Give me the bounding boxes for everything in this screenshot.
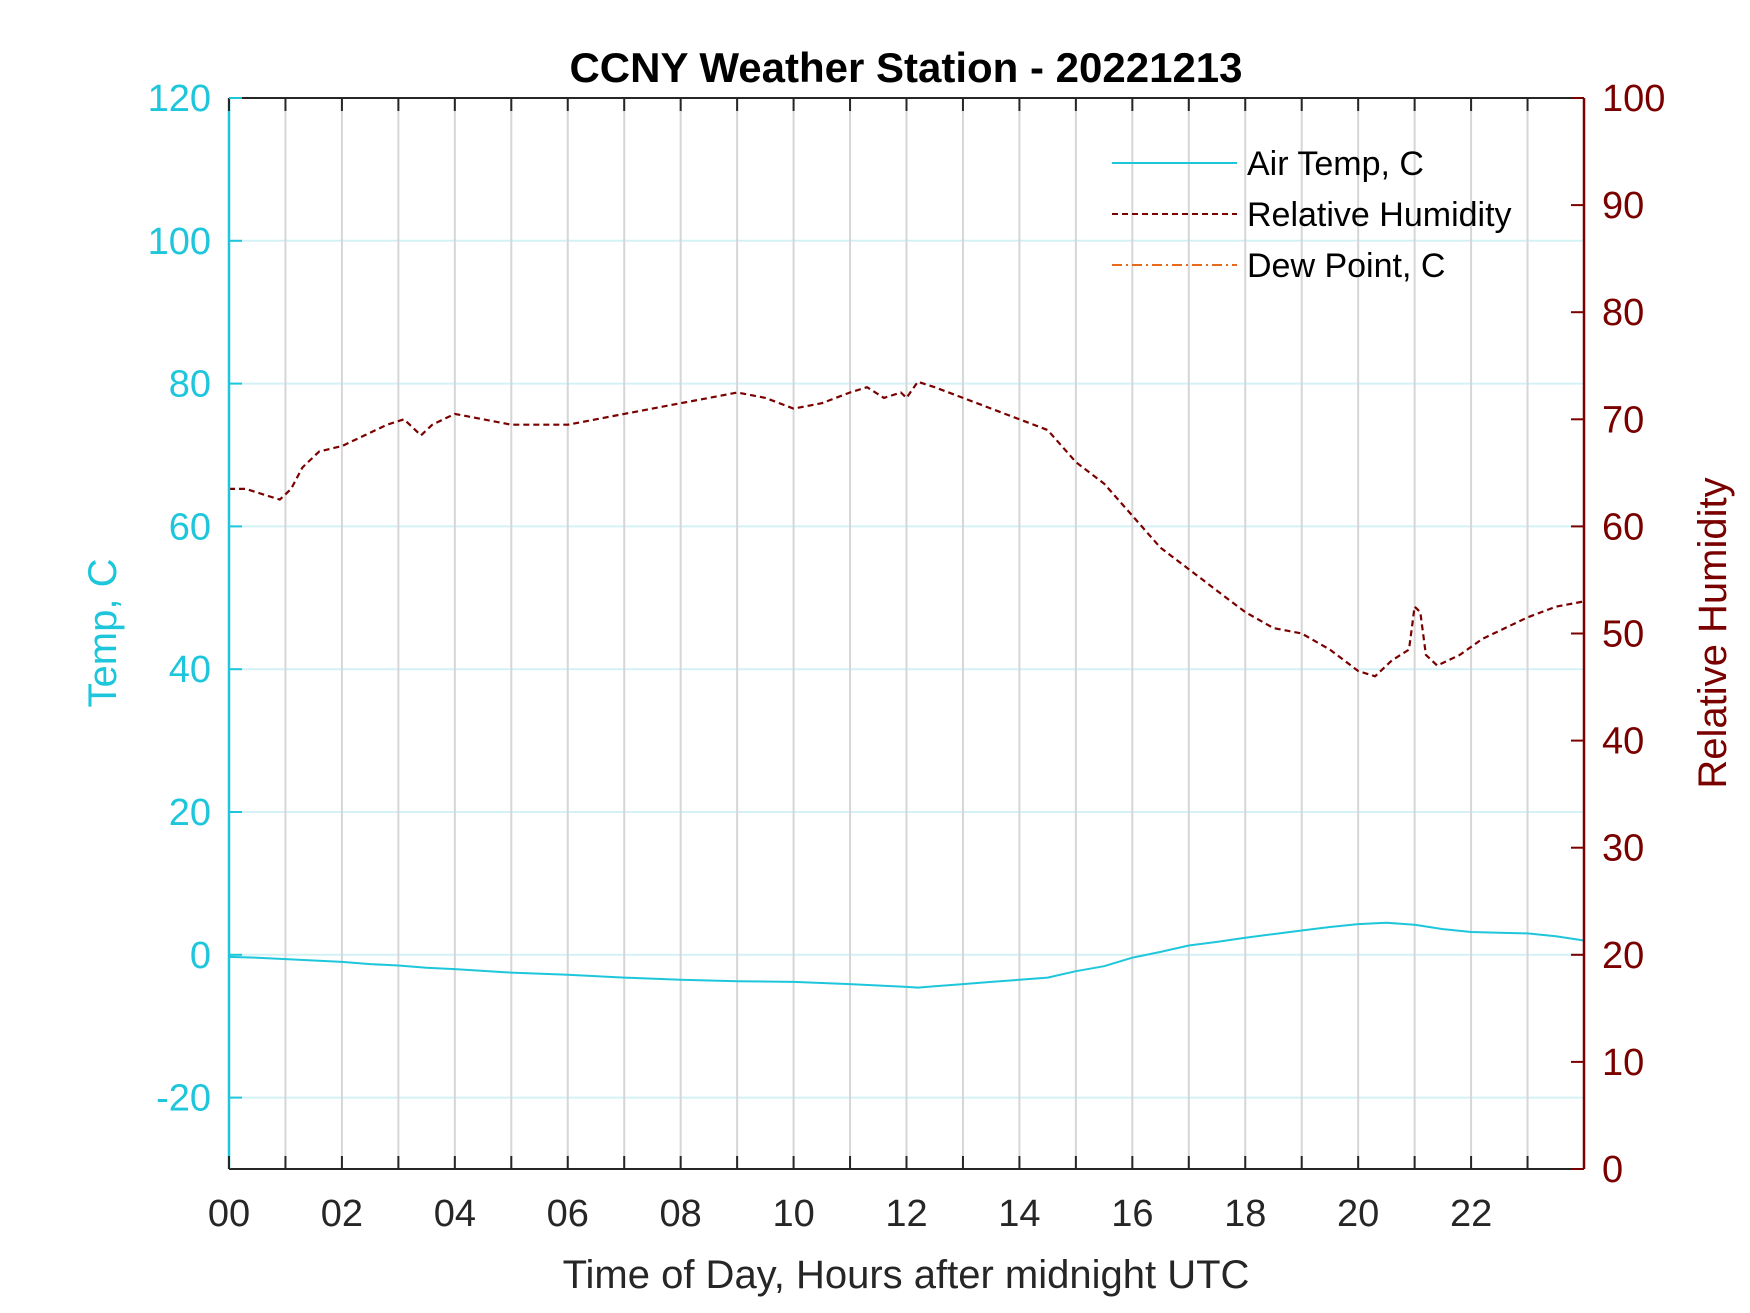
x-tick-label: 16 [1111, 1193, 1153, 1235]
x-tick-label: 06 [547, 1193, 589, 1235]
data-series [228, 380, 1585, 989]
y-right-tick-label: 60 [1602, 506, 1644, 548]
y-left-tick-label: 100 [148, 221, 211, 263]
y-left-tick-label: 40 [169, 649, 211, 691]
y-right-tick-label: 30 [1602, 828, 1644, 870]
y-right-axis-label: Relative Humidity [1691, 477, 1735, 788]
y-left-tick-label: -20 [156, 1078, 211, 1120]
x-tick-label: 08 [660, 1193, 702, 1235]
axes: 00 02 04 06 08 10 12 14 16 18 20 22-200204060801001… [148, 78, 1666, 1235]
x-tick-label: 20 [1337, 1193, 1379, 1235]
series-line-air-temp-c [228, 921, 1585, 989]
x-tick-label: 22 [1450, 1193, 1492, 1235]
x-tick-label: 00 [208, 1193, 250, 1235]
legend-label: Air Temp, C [1247, 145, 1424, 183]
x-tick-label: 12 [885, 1193, 927, 1235]
y-right-tick-label: 90 [1602, 185, 1644, 227]
y-right-tick-label: 0 [1602, 1149, 1623, 1191]
y-left-tick-label: 60 [169, 506, 211, 548]
y-left-tick-label: 120 [148, 78, 211, 120]
x-tick-label: 04 [434, 1193, 476, 1235]
y-right-tick-label: 70 [1602, 399, 1644, 441]
y-right-tick-label: 10 [1602, 1042, 1644, 1084]
legend-label: Dew Point, C [1247, 247, 1445, 285]
y-left-tick-label: 80 [169, 364, 211, 406]
legend-label: Relative Humidity [1247, 196, 1512, 234]
y-right-tick-label: 80 [1602, 292, 1644, 334]
y-left-tick-label: 20 [169, 792, 211, 834]
series-line-relative-humidity [229, 380, 1585, 678]
legend: Air Temp, C Relative Humidity Dew Point, C [1112, 145, 1512, 285]
x-tick-label: 10 [772, 1193, 814, 1235]
x-axis-label: Time of Day, Hours after midnight UTC [563, 1253, 1250, 1297]
x-tick-label: 14 [998, 1193, 1040, 1235]
chart-title: CCNY Weather Station - 20221213 [569, 44, 1242, 91]
x-tick-label: 02 [321, 1193, 363, 1235]
y-left-tick-label: 0 [190, 935, 211, 977]
y-right-tick-label: 50 [1602, 614, 1644, 656]
x-tick-label: 18 [1224, 1193, 1266, 1235]
y-right-tick-label: 40 [1602, 721, 1644, 763]
y-right-tick-label: 20 [1602, 935, 1644, 977]
grid-lines [229, 98, 1584, 1169]
y-right-tick-label: 100 [1602, 78, 1665, 120]
y-left-axis-label: Temp, C [81, 559, 125, 708]
